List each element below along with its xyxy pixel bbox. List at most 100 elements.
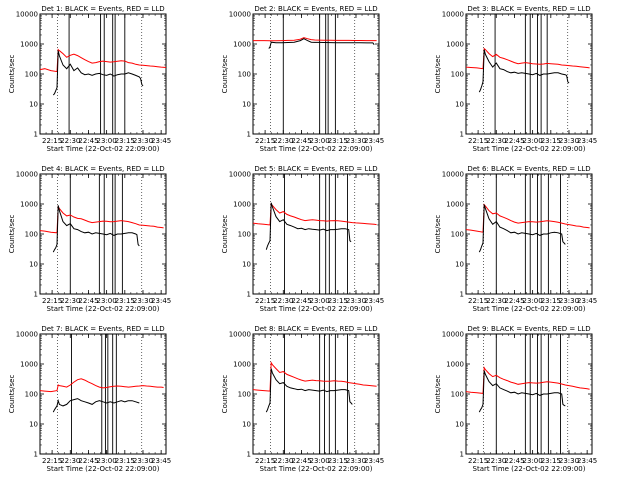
y-tick-label: 10000	[442, 331, 464, 339]
x-axis-label: Start Time (22-Oct-02 22:09:00)	[47, 465, 160, 473]
x-tick-label: 23:00	[310, 297, 330, 305]
y-tick-label: 100	[451, 231, 464, 239]
x-tick-label: 23:15	[328, 137, 348, 145]
y-tick-label: 100	[25, 391, 38, 399]
x-tick-label: 23:45	[577, 137, 597, 145]
y-tick-label: 1000	[446, 361, 464, 369]
x-tick-label: 23:45	[577, 457, 597, 465]
x-tick-label: 22:15	[468, 297, 488, 305]
chart-panel-4: Det 4: BLACK = Events, RED = LLD 1 10 100 10…	[8, 165, 171, 313]
x-tick-label: 22:30	[60, 457, 80, 465]
x-axis-label: Start Time (22-Oct-02 22:09:00)	[260, 305, 373, 313]
y-tick-label: 10000	[16, 11, 38, 19]
y-tick-label: 10	[455, 101, 464, 109]
x-tick-label: 23:15	[541, 297, 561, 305]
x-tick-label: 23:15	[115, 457, 135, 465]
y-tick-label: 10	[242, 101, 251, 109]
x-axis-label: Start Time (22-Oct-02 22:09:00)	[473, 305, 586, 313]
x-axis-label: Start Time (22-Oct-02 22:09:00)	[473, 465, 586, 473]
lld-series-line	[465, 366, 590, 394]
y-tick-label: 10000	[229, 331, 251, 339]
x-tick-label: 23:45	[364, 297, 384, 305]
x-axis-label: Start Time (22-Oct-02 22:09:00)	[260, 465, 373, 473]
x-tick-label: 22:45	[291, 457, 311, 465]
y-axis-label: Counts/sec	[434, 55, 442, 94]
x-tick-label: 22:30	[60, 297, 80, 305]
x-tick-label: 22:15	[255, 297, 275, 305]
chart-title: Det 9: BLACK = Events, RED = LLD	[467, 325, 590, 333]
events-series-line	[478, 370, 566, 413]
x-tick-label: 23:15	[115, 137, 135, 145]
x-tick-label: 22:45	[504, 457, 524, 465]
x-tick-label: 22:45	[291, 137, 311, 145]
y-tick-label: 10	[29, 101, 38, 109]
y-tick-label: 1	[460, 451, 464, 459]
y-tick-label: 1000	[233, 41, 251, 49]
y-tick-label: 100	[25, 71, 38, 79]
x-tick-label: 23:30	[133, 137, 153, 145]
lld-series-line	[252, 361, 377, 392]
chart-panel-9: Det 9: BLACK = Events, RED = LLD 1 10 100 10…	[434, 325, 597, 473]
y-axis-label: Counts/sec	[221, 215, 229, 254]
x-tick-label: 22:30	[273, 457, 293, 465]
x-tick-label: 23:45	[151, 137, 171, 145]
events-series-line	[265, 368, 353, 413]
chart-panel-6: Det 6: BLACK = Events, RED = LLD 1 10 100 10…	[434, 165, 597, 313]
y-tick-label: 1	[247, 291, 251, 299]
y-tick-label: 100	[238, 71, 251, 79]
y-tick-label: 1	[247, 451, 251, 459]
y-tick-label: 1000	[233, 201, 251, 209]
plot-frame	[252, 13, 380, 135]
x-tick-label: 22:30	[273, 137, 293, 145]
x-tick-label: 23:00	[97, 297, 117, 305]
lld-series-line	[465, 203, 590, 233]
y-tick-label: 100	[451, 71, 464, 79]
x-tick-label: 23:30	[346, 137, 366, 145]
x-tick-label: 23:30	[346, 457, 366, 465]
y-tick-label: 10	[242, 421, 251, 429]
lld-series-line	[39, 205, 164, 234]
chart-title: Det 8: BLACK = Events, RED = LLD	[254, 325, 377, 333]
y-tick-label: 100	[25, 231, 38, 239]
y-axis-label: Counts/sec	[221, 55, 229, 94]
x-axis-label: Start Time (22-Oct-02 22:09:00)	[47, 145, 160, 153]
x-axis-label: Start Time (22-Oct-02 22:09:00)	[473, 145, 586, 153]
x-tick-label: 22:15	[468, 137, 488, 145]
y-axis-label: Counts/sec	[8, 375, 16, 414]
y-tick-label: 1	[34, 291, 38, 299]
chart-panel-7: Det 7: BLACK = Events, RED = LLD 1 10 100 10…	[8, 325, 171, 473]
x-tick-label: 23:00	[523, 457, 543, 465]
events-series-line	[478, 204, 566, 253]
y-tick-label: 10	[242, 261, 251, 269]
chart-title: Det 6: BLACK = Events, RED = LLD	[467, 165, 590, 173]
x-tick-label: 23:15	[328, 457, 348, 465]
x-tick-label: 23:00	[97, 137, 117, 145]
x-tick-label: 23:30	[559, 297, 579, 305]
x-tick-label: 22:30	[273, 297, 293, 305]
x-tick-label: 22:45	[78, 297, 98, 305]
y-tick-label: 100	[238, 231, 251, 239]
y-tick-label: 1000	[446, 41, 464, 49]
plot-frame	[252, 173, 380, 295]
events-series-line	[478, 49, 570, 93]
y-tick-label: 10000	[442, 11, 464, 19]
y-tick-label: 100	[451, 391, 464, 399]
y-tick-label: 1000	[20, 201, 38, 209]
x-tick-label: 23:15	[328, 297, 348, 305]
chart-panel-1: Det 1: BLACK = Events, RED = LLD 1 10 100 10…	[8, 5, 171, 153]
x-tick-label: 22:30	[486, 297, 506, 305]
x-tick-label: 22:45	[291, 297, 311, 305]
y-tick-label: 1	[34, 451, 38, 459]
y-axis-label: Counts/sec	[8, 55, 16, 94]
x-tick-label: 22:30	[486, 137, 506, 145]
y-tick-label: 1	[460, 291, 464, 299]
x-tick-label: 23:30	[133, 297, 153, 305]
x-tick-label: 23:45	[151, 457, 171, 465]
y-tick-label: 1000	[20, 361, 38, 369]
plot-frame	[252, 333, 380, 455]
x-tick-label: 22:15	[42, 457, 62, 465]
x-tick-label: 22:45	[78, 137, 98, 145]
events-series-line	[268, 38, 375, 49]
x-tick-label: 23:15	[541, 137, 561, 145]
x-tick-label: 23:00	[310, 137, 330, 145]
